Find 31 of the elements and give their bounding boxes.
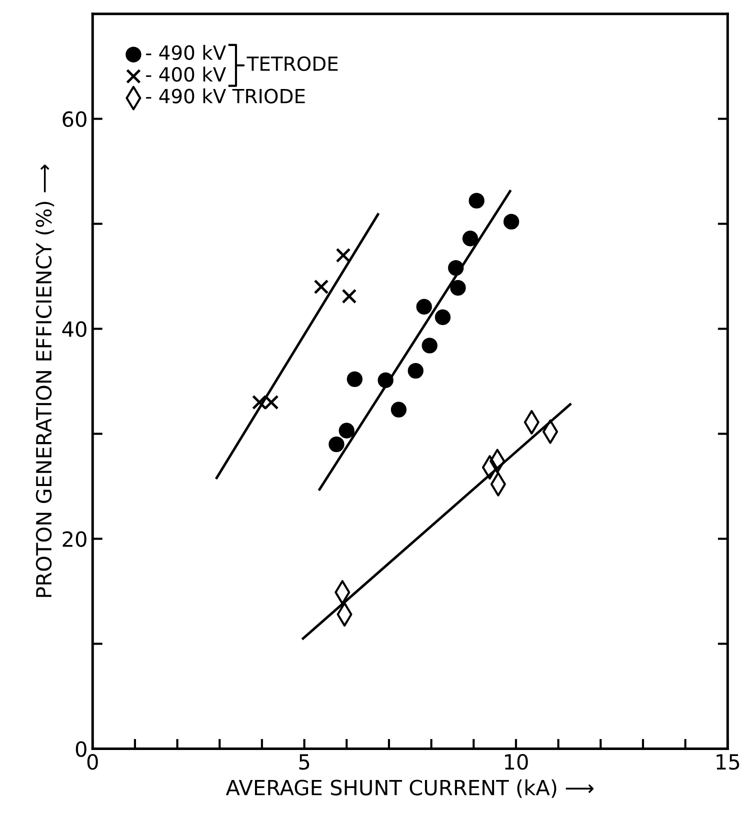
point [346, 371, 363, 388]
point [422, 338, 438, 354]
point [450, 280, 466, 296]
point [314, 279, 329, 294]
y-tick-label: 40 [62, 321, 86, 338]
x-tick-label: 5 [299, 754, 310, 770]
legend-label: - 490 kV TRIODE [146, 88, 305, 104]
y-tick-label: 0 [76, 741, 86, 757]
y-tick-label: 20 [62, 531, 86, 547]
point [468, 192, 484, 209]
point [408, 362, 424, 379]
point [503, 214, 520, 230]
annotation: TETRODE [246, 56, 338, 72]
point [434, 309, 451, 326]
legend-label: - 490 kV [146, 44, 226, 60]
point [336, 248, 351, 263]
point [378, 372, 394, 388]
y-axis-title: PROTON GENERATION EFFICIENCY (%) ⟶ [36, 164, 54, 597]
point [462, 230, 478, 246]
x-tick-label: 10 [505, 754, 528, 770]
legend-label: - 400 kV [146, 66, 226, 82]
point [338, 422, 354, 438]
x-axis-title: AVERAGE SHUNT CURRENT (kA) ⟶ [226, 779, 594, 798]
y-tick-label: 60 [62, 111, 86, 128]
point [328, 436, 344, 452]
point [416, 298, 432, 315]
x-tick-label: 15 [716, 754, 740, 770]
point [342, 288, 357, 304]
point [448, 260, 464, 276]
point [390, 402, 407, 418]
x-tick-label: 0 [87, 754, 98, 770]
